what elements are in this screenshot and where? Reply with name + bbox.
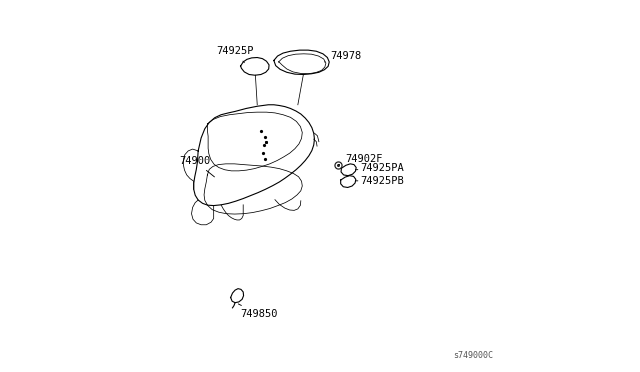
Text: 749850: 749850 <box>238 304 278 320</box>
Text: 74902F: 74902F <box>339 154 383 164</box>
Text: s749000C: s749000C <box>454 350 493 359</box>
Text: 74978: 74978 <box>324 51 362 62</box>
Text: 74925P: 74925P <box>216 46 253 62</box>
Text: 74900: 74900 <box>179 156 214 177</box>
Text: 74925PB: 74925PB <box>355 176 404 186</box>
Text: 74925PA: 74925PA <box>355 163 404 173</box>
